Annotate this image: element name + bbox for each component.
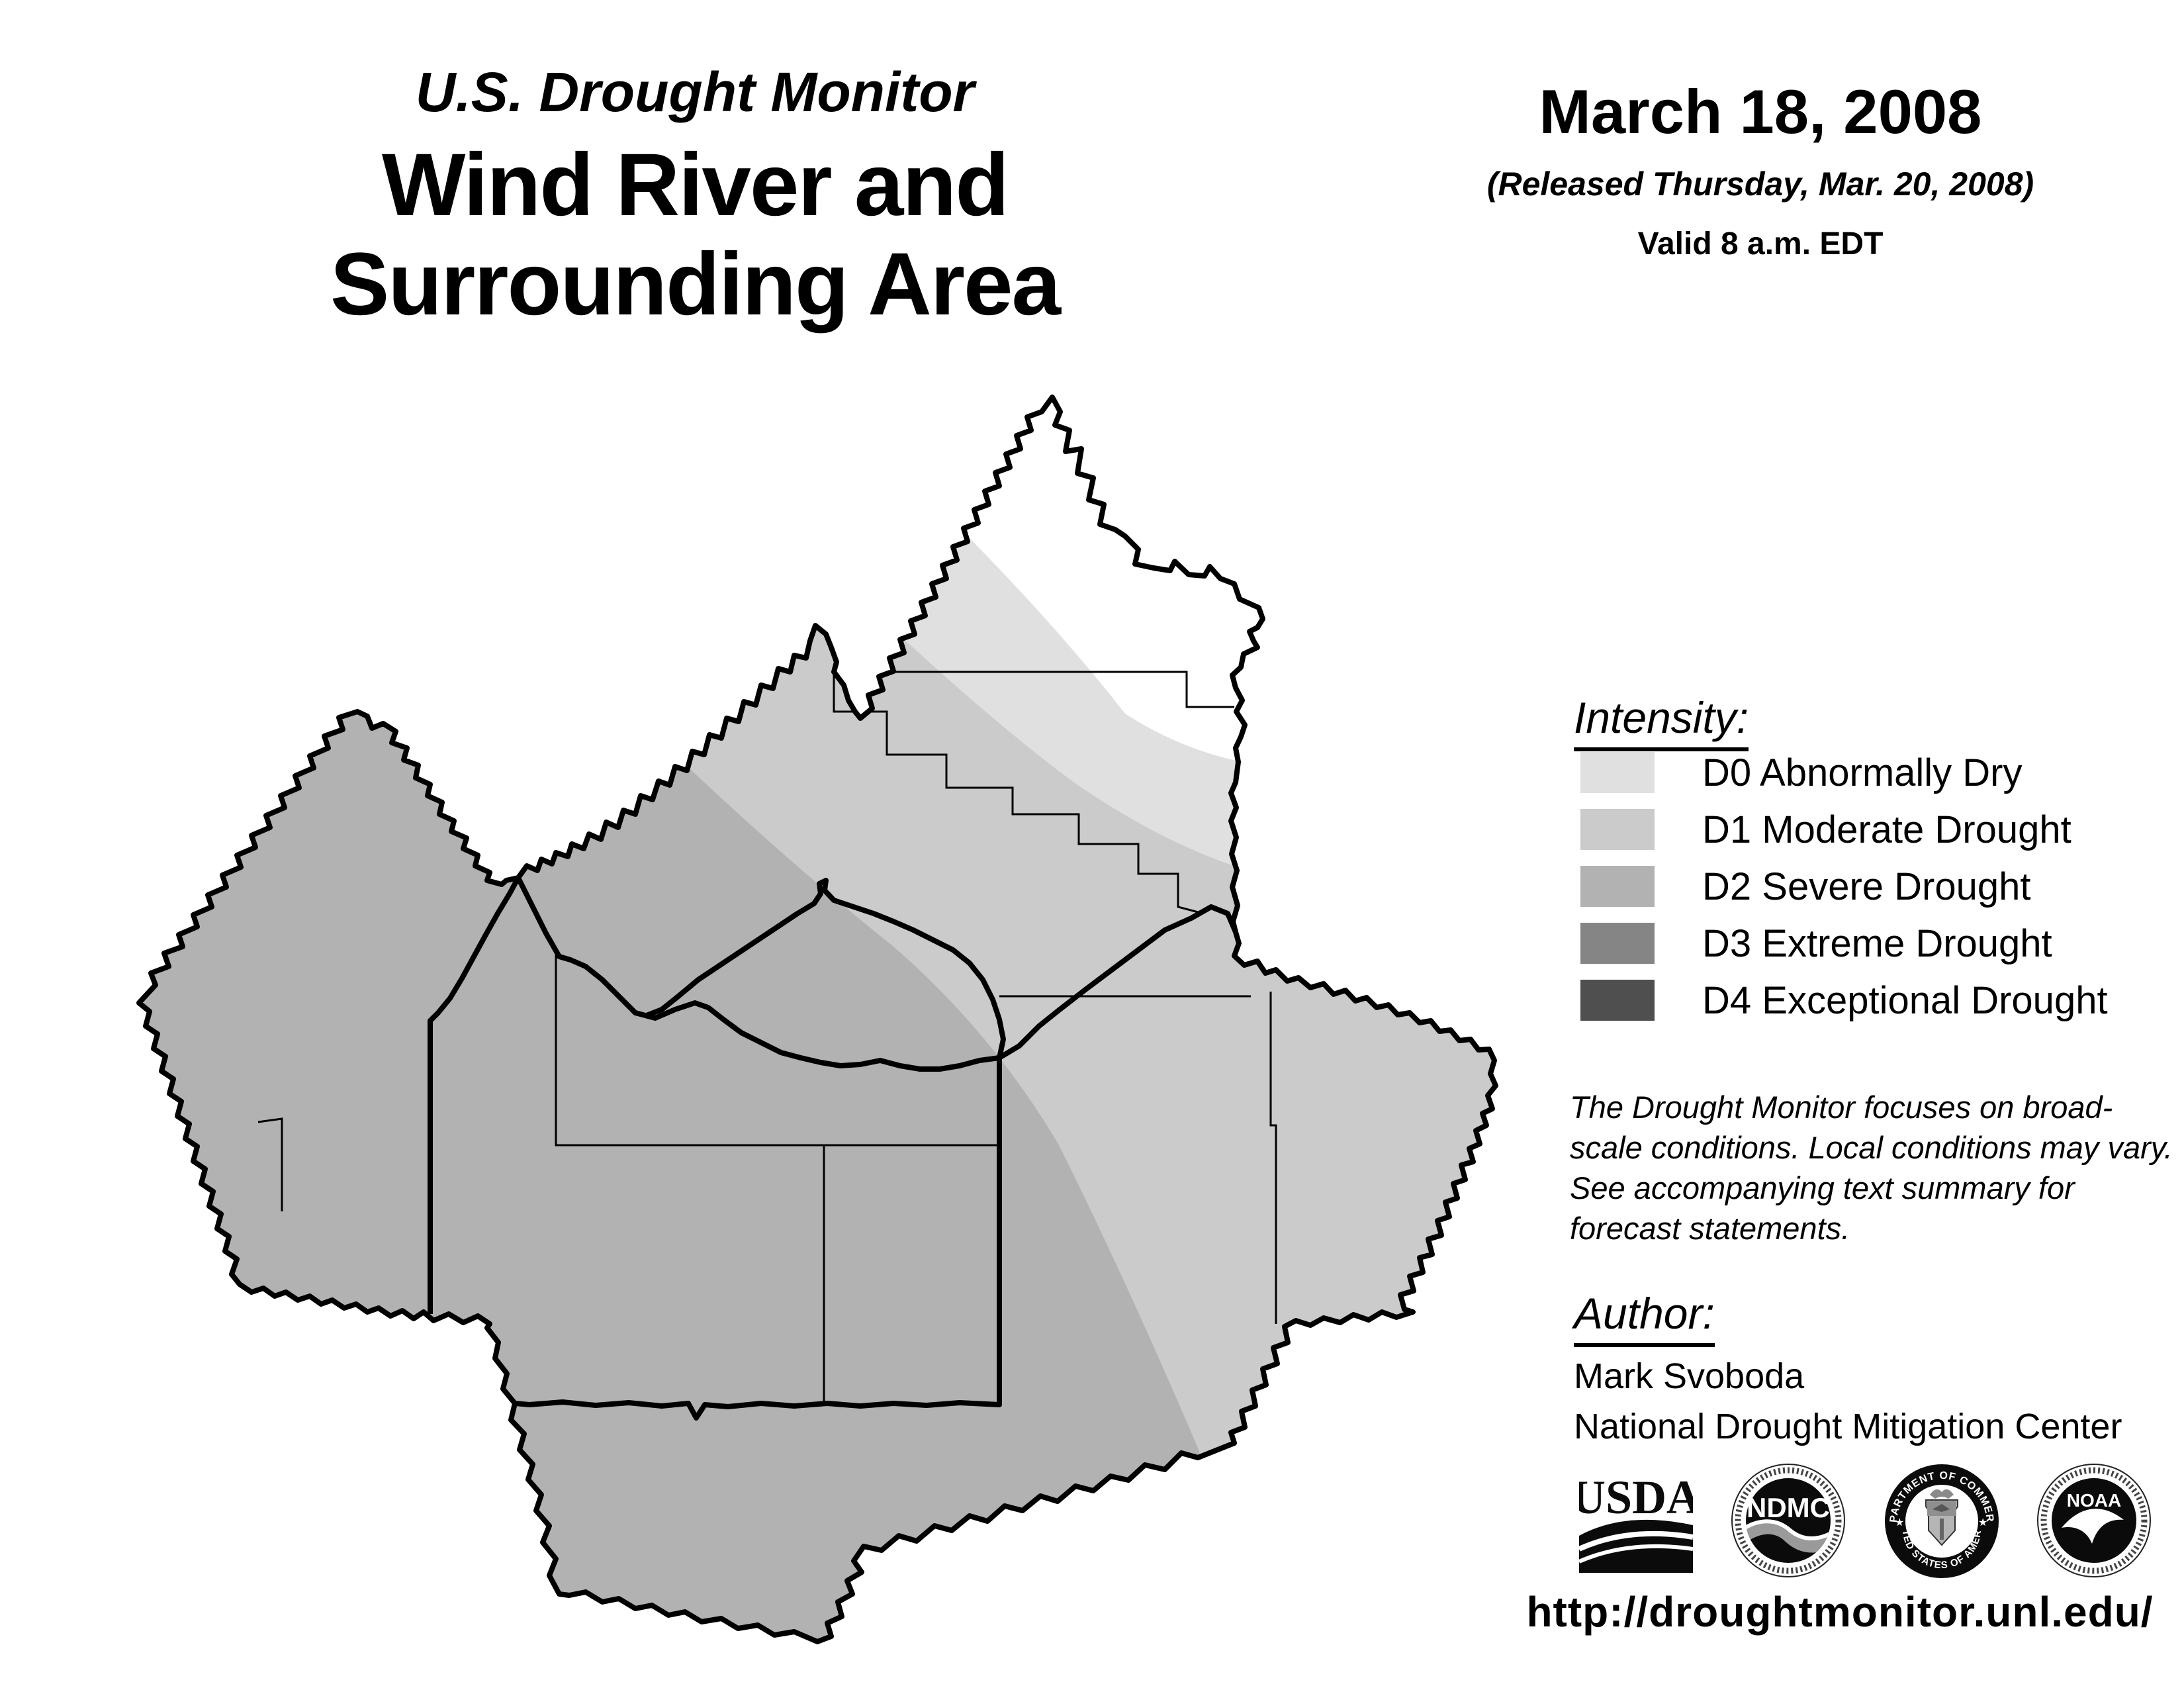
county-boundaries — [257, 671, 1277, 1403]
ndmc-logo: NDMC — [1731, 1464, 1845, 1577]
noaa-bird — [2062, 1509, 2124, 1544]
release-date: (Released Thursday, Mar. 20, 2008) — [1486, 165, 2034, 203]
legend-item-d1: D1 Moderate Drought — [1580, 808, 2071, 851]
ndmc-logo-text: NDMC — [1747, 1492, 1830, 1523]
legend-label: D1 Moderate Drought — [1702, 808, 2071, 851]
noaa-ring-microtext — [2040, 1467, 2148, 1574]
legend-item-d2: D2 Severe Drought — [1580, 865, 2031, 908]
program-title: U.S. Drought Monitor — [415, 61, 975, 123]
d4-swatch — [1580, 980, 1655, 1021]
doc-star-right: ★ — [1978, 1517, 1987, 1528]
reservation-and-river-boundaries — [428, 876, 1238, 1421]
doc-eagle — [1930, 1489, 1954, 1499]
river-south-channel — [516, 876, 1000, 1072]
legend-label: D3 Extreme Drought — [1702, 921, 2052, 965]
region-title-line1: Wind River and — [381, 136, 1009, 235]
map-date: March 18, 2008 — [1539, 77, 1982, 146]
author-organization: National Drought Mitigation Center — [1574, 1406, 2122, 1446]
river-east-reach — [997, 904, 1238, 1060]
valid-time: Valid 8 a.m. EDT — [1637, 226, 1884, 261]
doc-seal: DEPARTMENT OF COMMERCE UNITED STATES OF … — [1884, 1463, 1999, 1578]
d3-swatch — [1580, 923, 1655, 964]
date-block: March 18, 2008 (Released Thursday, Mar. … — [1377, 76, 2144, 262]
legend-item-d0: D0 Abnormally Dry — [1580, 751, 2023, 794]
site-url: http://droughtmonitor.unl.edu/ — [1526, 1588, 2154, 1636]
author-heading: Author: — [1574, 1288, 1715, 1347]
legend-label: D0 Abnormally Dry — [1702, 751, 2023, 794]
region-title-line2: Surrounding Area — [330, 235, 1061, 334]
legend-item-d4: D4 Exceptional Drought — [1580, 978, 2108, 1022]
usda-logo: USDA — [1579, 1472, 1693, 1573]
legend-item-d3: D3 Extreme Drought — [1580, 921, 2052, 965]
d2-swatch — [1580, 866, 1655, 907]
ndmc-ring-microtext — [1735, 1467, 1842, 1574]
author-info: Mark Svoboda National Drought Mitigation… — [1574, 1352, 2122, 1452]
noaa-logo: NOAA — [2037, 1464, 2151, 1577]
d0-swatch — [1580, 752, 1655, 793]
noaa-logo-text: NOAA — [2067, 1490, 2121, 1511]
usda-logo-text: USDA — [1579, 1472, 1693, 1524]
river-north-channel — [645, 878, 1006, 1058]
disclaimer-text: The Drought Monitor focuses on broad-sca… — [1570, 1090, 2173, 1246]
doc-star-left: ★ — [1895, 1517, 1904, 1528]
author-name: Mark Svoboda — [1574, 1356, 1805, 1396]
legend-heading: Intensity: — [1574, 692, 1749, 751]
d1-swatch — [1580, 809, 1655, 850]
legend-label: D4 Exceptional Drought — [1702, 978, 2108, 1022]
drought-map — [132, 351, 1522, 1675]
title-block: U.S. Drought Monitor Wind River and Surr… — [232, 63, 1158, 334]
legend-label: D2 Severe Drought — [1702, 865, 2031, 908]
